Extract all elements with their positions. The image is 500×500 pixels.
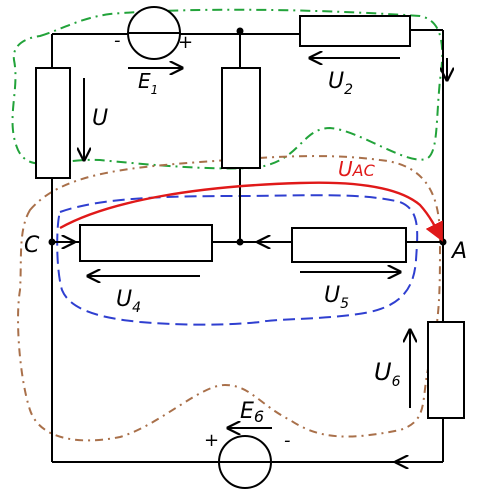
brown-loop [17, 155, 442, 442]
junction-dot [236, 27, 244, 35]
node-c-label: C [24, 233, 40, 258]
e6-label: E6 [240, 399, 264, 426]
resistor-r4 [79, 224, 213, 262]
uac-label: UAC [338, 157, 376, 181]
u4-label: U4 [116, 287, 141, 316]
e1-label: E1 [138, 69, 158, 97]
resistor-left [35, 67, 71, 179]
u-label: U [92, 106, 108, 131]
blue-loop [56, 194, 419, 326]
node-c-dot [48, 238, 56, 246]
u5-label: U5 [324, 283, 349, 312]
node-a-label: A [450, 239, 467, 264]
u2-label: U2 [328, 69, 353, 98]
source-e1 [127, 6, 181, 60]
uac-arrow [59, 181, 444, 242]
resistor-top-right [299, 15, 411, 47]
junction-dot [236, 238, 244, 246]
resistor-middle [221, 67, 261, 169]
resistor-r6 [427, 321, 465, 419]
e1-minus: - [114, 30, 121, 51]
e1-plus: + [178, 32, 193, 53]
resistor-r5 [291, 227, 407, 263]
e6-minus: - [284, 430, 291, 451]
e6-plus: + [204, 430, 219, 451]
source-e6 [218, 435, 272, 489]
u6-label: U6 [374, 358, 401, 390]
green-loop [11, 8, 444, 170]
